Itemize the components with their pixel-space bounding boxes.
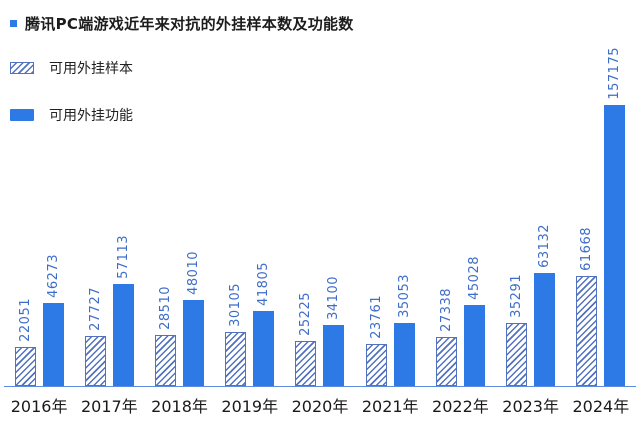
bar-sample-2018 (155, 335, 177, 386)
x-axis-label-2016: 2016年 (10, 397, 68, 416)
bar-group-2017: 27727 57113 (74, 235, 144, 386)
value-label-func-2017: 57113 (115, 235, 131, 279)
bar-group-2016: 22051 46273 (4, 254, 74, 386)
legend: 可用外挂样本 可用外挂功能 (10, 58, 133, 125)
bar-func-2021 (393, 323, 415, 386)
bar-column-sample-2017: 27727 (84, 287, 106, 386)
value-label-func-2022: 45028 (466, 256, 482, 300)
bar-sample-2024 (576, 276, 598, 386)
chart-title-row: 腾讯PC端游戏近年来对抗的外挂样本数及功能数 (10, 13, 354, 34)
value-label-func-2021: 35053 (396, 274, 412, 318)
bar-column-func-2023: 63132 (534, 224, 556, 386)
bar-func-2017 (112, 284, 134, 386)
bar-sample-2021 (365, 344, 387, 386)
bar-sample-2020 (295, 341, 317, 386)
bar-sample-2016 (14, 347, 36, 386)
chart-title: 腾讯PC端游戏近年来对抗的外挂样本数及功能数 (25, 15, 354, 33)
value-label-sample-2018: 28510 (158, 286, 174, 330)
bar-group-2024: 61668 157175 (566, 47, 636, 386)
bar-column-sample-2020: 25225 (295, 292, 317, 386)
bar-group-2021: 23761 35053 (355, 274, 425, 386)
bar-column-sample-2016: 22051 (14, 298, 36, 386)
bar-group-2023: 35291 63132 (496, 224, 566, 386)
x-axis-label-2024: 2024年 (572, 397, 630, 416)
bar-sample-2022 (435, 337, 457, 386)
x-axis-labels: 2016年 2017年 2018年 2019年 2020年 2021年 2022年 2023年… (4, 387, 636, 417)
bar-sample-2019 (225, 332, 247, 386)
value-label-func-2018: 48010 (186, 251, 202, 295)
x-axis-label-2019: 2019年 (221, 397, 279, 416)
bar-func-2016 (42, 303, 64, 386)
value-label-func-2016: 46273 (45, 254, 61, 298)
legend-item-samples: 可用外挂样本 (10, 58, 133, 78)
legend-item-functions: 可用外挂功能 (10, 105, 133, 125)
value-label-sample-2017: 27727 (87, 287, 103, 331)
bar-column-func-2021: 35053 (393, 274, 415, 386)
legend-label-functions: 可用外挂功能 (49, 108, 133, 124)
bar-column-func-2019: 41805 (253, 262, 275, 386)
bar-func-2024 (604, 105, 626, 386)
bar-column-sample-2023: 35291 (506, 274, 528, 386)
value-label-sample-2020: 25225 (298, 292, 314, 336)
value-label-sample-2023: 35291 (509, 274, 525, 318)
bar-group-2019: 30105 41805 (215, 262, 285, 386)
legend-label-samples: 可用外挂样本 (49, 61, 133, 77)
bar-column-func-2016: 46273 (42, 254, 64, 386)
x-axis-label-2020: 2020年 (291, 397, 349, 416)
bar-column-func-2018: 48010 (183, 251, 205, 386)
value-label-sample-2019: 30105 (228, 283, 244, 327)
value-label-func-2020: 34100 (326, 276, 342, 320)
value-label-sample-2021: 23761 (368, 295, 384, 339)
bar-group-2018: 28510 48010 (144, 251, 214, 386)
bar-column-func-2022: 45028 (463, 256, 485, 386)
x-axis-label-2022: 2022年 (432, 397, 489, 416)
value-label-func-2024: 157175 (607, 47, 623, 100)
bar-group-2020: 25225 34100 (285, 276, 355, 386)
x-axis-label-2021: 2021年 (361, 397, 419, 416)
bar-column-func-2024: 157175 (604, 47, 626, 386)
bar-column-sample-2021: 23761 (365, 295, 387, 386)
bar-sample-2023 (506, 323, 528, 386)
bar-column-sample-2022: 27338 (435, 288, 457, 386)
value-label-sample-2024: 61668 (579, 227, 595, 271)
bar-column-func-2020: 34100 (323, 276, 345, 386)
x-axis-label-2023: 2023年 (502, 397, 559, 416)
value-label-func-2019: 41805 (256, 262, 272, 306)
value-label-sample-2016: 22051 (17, 298, 33, 342)
value-label-sample-2022: 27338 (438, 288, 454, 332)
hatched-swatch-icon (10, 62, 34, 74)
bar-group-2022: 27338 45028 (425, 256, 495, 386)
plot-area: 22051 46273 27727 57113 28510 48010 30105 41805… (4, 40, 636, 387)
bar-func-2022 (463, 305, 485, 386)
x-axis-label-2018: 2018年 (151, 397, 208, 416)
title-bullet-icon (10, 20, 17, 27)
bar-column-func-2017: 57113 (112, 235, 134, 386)
solid-swatch-icon (10, 109, 34, 121)
bar-column-sample-2019: 30105 (225, 283, 247, 386)
bar-column-sample-2024: 61668 (576, 227, 598, 386)
bar-column-sample-2018: 28510 (155, 286, 177, 386)
value-label-func-2023: 63132 (537, 224, 553, 268)
bar-func-2020 (323, 325, 345, 386)
x-axis-label-2017: 2017年 (80, 397, 138, 416)
bar-func-2018 (183, 300, 205, 386)
bar-func-2019 (253, 311, 275, 386)
bar-sample-2017 (84, 336, 106, 386)
bar-func-2023 (534, 273, 556, 386)
chart-area-wrap: 22051 46273 27727 57113 28510 48010 30105 41805… (4, 40, 636, 417)
